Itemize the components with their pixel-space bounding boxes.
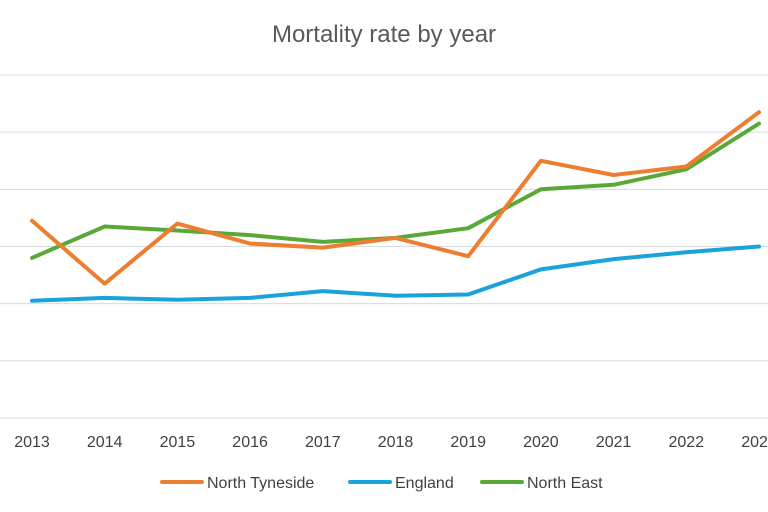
series-line-north-tyneside	[30, 110, 761, 286]
legend: North Tyneside England North East	[160, 475, 603, 492]
x-tick-label: 2022	[669, 434, 705, 451]
legend-label: England	[395, 475, 454, 492]
series-line-england	[30, 244, 761, 303]
x-axis-ticks: 2013 2014 2015 2016 2017 2018 2019 2020 2021 2022…	[14, 434, 768, 451]
gridlines	[0, 74, 768, 419]
x-tick-label: 2014	[87, 434, 123, 451]
x-tick-label: 2017	[305, 434, 341, 451]
x-tick-label: 2016	[232, 434, 268, 451]
chart-title: Mortality rate by year	[272, 21, 496, 48]
x-tick-label: 2018	[378, 434, 414, 451]
x-tick-label: 2015	[160, 434, 196, 451]
x-tick-label: 2020	[523, 434, 559, 451]
legend-label: North East	[527, 475, 603, 492]
legend-label: North Tyneside	[207, 475, 314, 492]
series-lines	[30, 110, 761, 303]
x-tick-label: 2013	[14, 434, 50, 451]
x-tick-label: 2021	[596, 434, 632, 451]
x-tick-label: 2023	[741, 434, 768, 451]
x-tick-label: 2019	[450, 434, 486, 451]
